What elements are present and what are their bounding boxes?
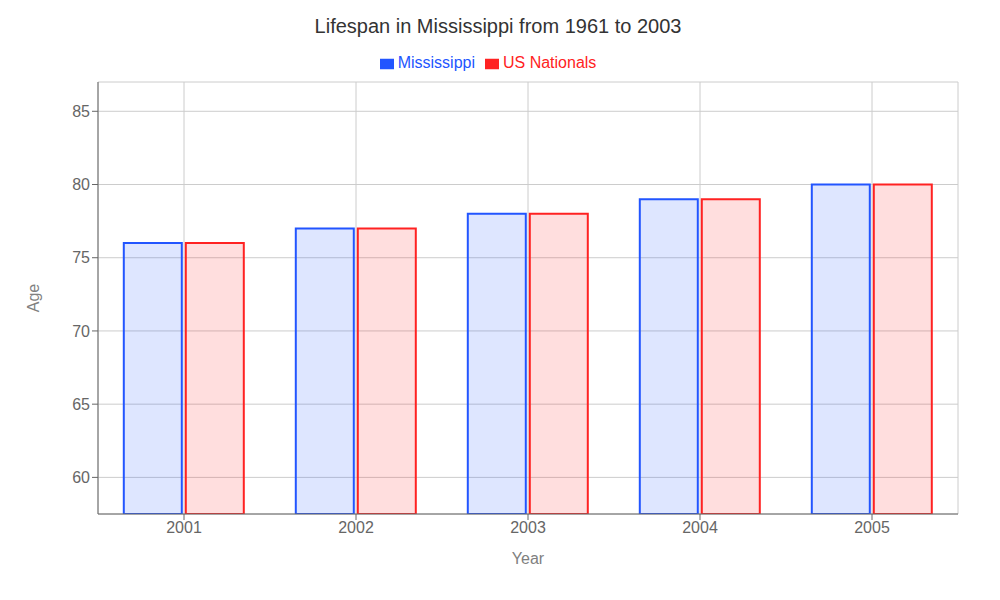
svg-text:2003: 2003 — [510, 519, 546, 536]
svg-text:Age: Age — [25, 284, 42, 313]
svg-text:2005: 2005 — [854, 519, 890, 536]
svg-text:2004: 2004 — [682, 519, 718, 536]
html-text:Mississippi: Mississippi — [397, 54, 475, 71]
svg-text:60: 60 — [72, 469, 90, 486]
svg-text:75: 75 — [72, 249, 90, 266]
svg-text:65: 65 — [72, 396, 90, 413]
html-text:US Nationals: US Nationals — [503, 54, 597, 71]
svg-text:70: 70 — [72, 323, 90, 340]
html-text:Lifespan in Mississippi from 1: Lifespan in Mississippi from 1961 to 200… — [314, 15, 682, 37]
svg-text:Year: Year — [512, 550, 545, 567]
svg-text:85: 85 — [72, 103, 90, 120]
svg-text:2002: 2002 — [338, 519, 374, 536]
svg-text:80: 80 — [72, 176, 90, 193]
svg-text:2001: 2001 — [166, 519, 202, 536]
